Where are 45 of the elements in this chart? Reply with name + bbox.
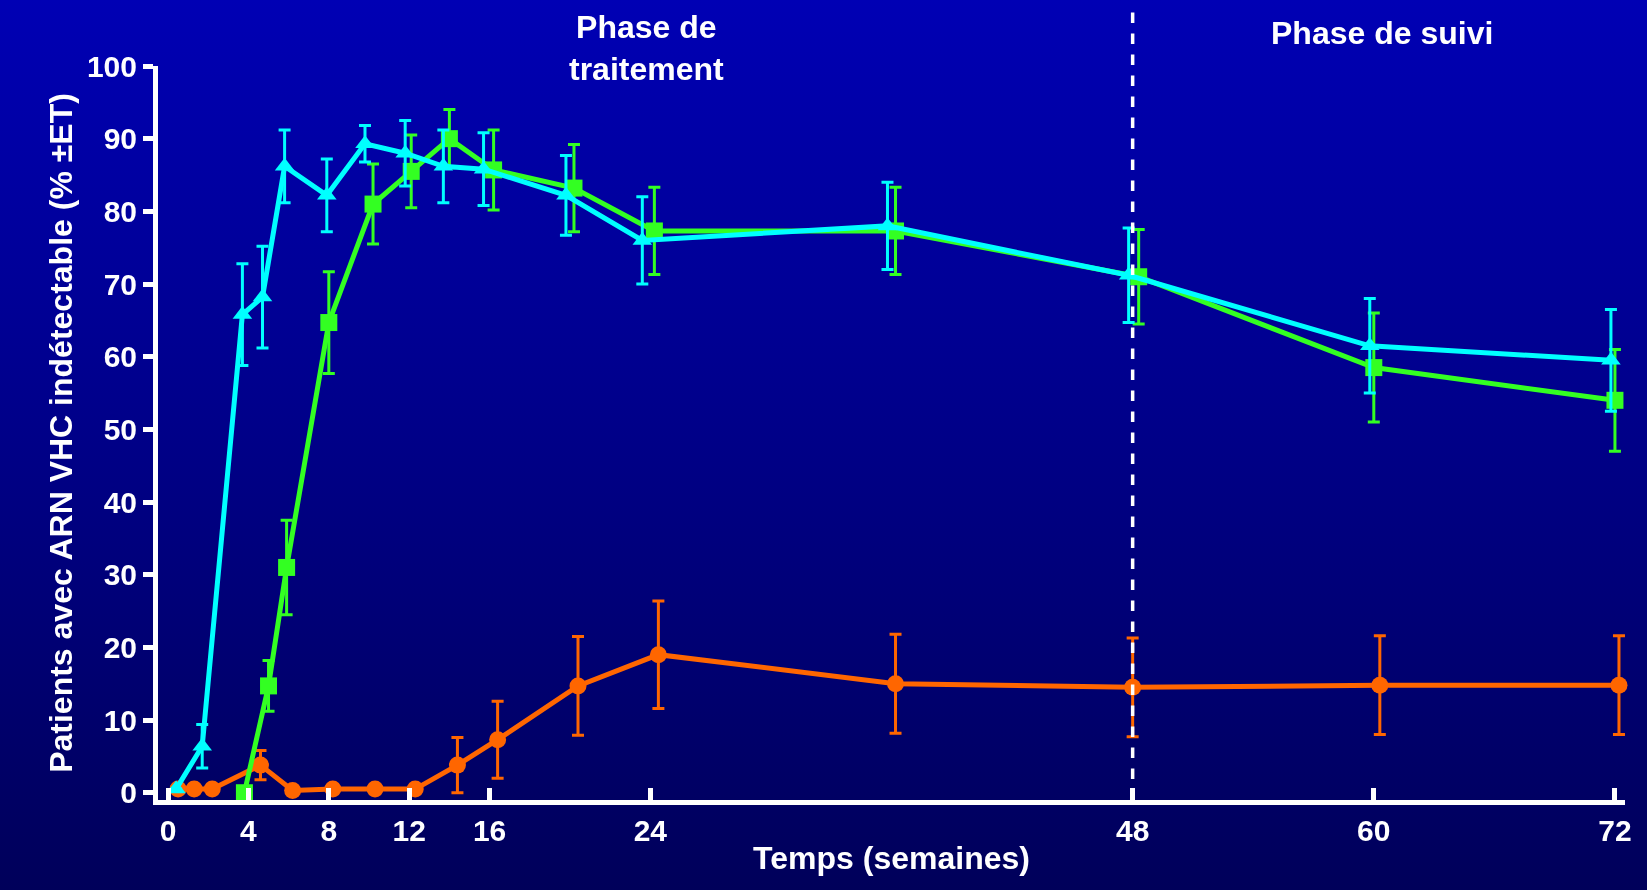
- x-tick-label: 24: [633, 814, 668, 847]
- y-tick-label: 50: [103, 412, 137, 446]
- annotation: Phase de traitement: [569, 9, 725, 87]
- x-tick-label: 0: [159, 814, 177, 847]
- point: [203, 780, 221, 798]
- point: [1601, 351, 1621, 365]
- y-axis-title: Patients avec ARN VHC indétectable (% ±ET): [43, 93, 80, 773]
- y-tick-label: 30: [103, 558, 137, 592]
- point: [569, 677, 587, 695]
- text: Phase de suivi: [1271, 15, 1494, 51]
- x-tick-label: 48: [1115, 814, 1150, 847]
- point: [317, 186, 337, 200]
- point: [366, 780, 384, 798]
- point: [887, 675, 905, 693]
- x-tick-label: 4: [240, 814, 258, 847]
- point: [395, 144, 415, 158]
- y-tick-label: 90: [103, 122, 137, 156]
- x-tick-label: 8: [320, 814, 338, 847]
- point: [320, 314, 338, 332]
- point: [448, 756, 466, 774]
- point: [556, 186, 576, 200]
- y-tick-label: 100: [86, 49, 137, 83]
- y-tick-label: 10: [103, 703, 137, 737]
- point: [260, 677, 278, 695]
- point: [355, 135, 375, 149]
- y-tick-label: 70: [103, 267, 137, 301]
- y-tick-label: 0: [120, 776, 137, 810]
- point: [252, 756, 269, 774]
- point: [649, 646, 667, 664]
- x-tick-label: 16: [472, 814, 507, 847]
- x-tick-label: 60: [1357, 814, 1391, 847]
- x-tick-label: 12: [392, 814, 426, 847]
- y-tick-label: 40: [103, 485, 137, 519]
- y-tick-label: 60: [103, 340, 137, 374]
- point: [278, 558, 296, 576]
- point: [1610, 676, 1628, 694]
- y-tick-label: 80: [103, 194, 137, 228]
- point: [185, 780, 203, 798]
- x-axis-title: Temps (semaines): [753, 839, 1030, 876]
- point: [1371, 676, 1389, 694]
- point: [489, 731, 507, 749]
- point: [364, 195, 382, 213]
- point: [284, 782, 302, 800]
- x-tick-label: 72: [1598, 814, 1632, 847]
- y-tick-label: 20: [103, 630, 137, 664]
